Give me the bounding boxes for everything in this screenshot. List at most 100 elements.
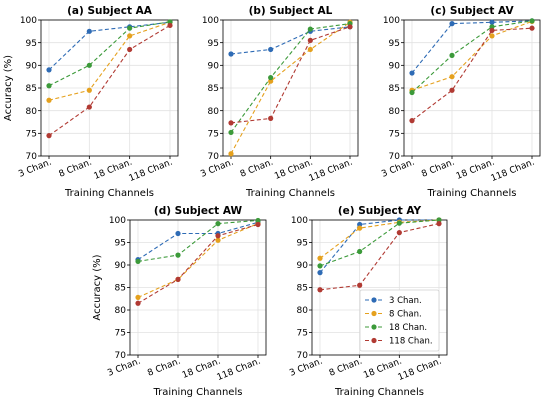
data-point [46,83,52,89]
y-tick-label: 70 [115,351,127,361]
data-point [357,225,363,231]
data-point [46,67,52,73]
x-tick-label: 118 Chan. [397,357,443,384]
y-tick-label: 75 [26,130,37,140]
series-line [411,20,533,93]
series-line [230,21,351,154]
series-line [48,21,171,101]
x-axis-label: Training Channels [427,188,517,199]
x-tick-label: 8 Chan. [328,357,364,379]
series-line [230,23,351,133]
y-tick-label: 95 [389,39,400,49]
x-tick-label: 8 Chan. [420,158,456,180]
legend-label: 118 Chan. [389,337,433,347]
data-point [489,27,495,34]
legend: 3 Chan. 8 Chan. 18 Chan. 118 Chan. [359,289,440,352]
data-point [489,19,495,25]
data-point [215,221,221,227]
series-line [319,223,440,291]
data-point [357,282,363,288]
data-point [449,87,455,93]
x-axis-label: Training Channels [153,387,243,398]
data-point [409,89,415,96]
y-tick-label: 70 [297,351,309,361]
data-point [268,46,274,53]
x-tick-label: 8 Chan. [58,158,94,180]
data-point [409,118,415,124]
data-point [449,74,455,80]
data-point [317,263,323,269]
x-tick-label: 8 Chan. [146,357,182,379]
y-tick-label: 90 [389,62,401,72]
data-point [396,220,402,226]
data-point [489,24,495,30]
series-line [48,21,171,71]
data-point [127,25,133,31]
data-point [317,270,323,276]
legend-marker [371,310,377,317]
legend-label: 8 Chan. [389,310,422,320]
data-point [228,129,234,136]
data-point [449,21,455,27]
series-line [48,21,171,87]
data-point [436,221,442,227]
data-point [529,25,535,31]
data-point [357,248,363,255]
data-point [307,46,313,53]
data-point [86,104,92,110]
x-tick-label: 118 Chan. [128,158,174,185]
y-tick-label: 100 [109,216,126,226]
y-tick-label: 100 [20,16,37,26]
data-point [215,233,221,239]
y-tick-label: 90 [208,62,220,72]
panel-title: (a) Subject AA [67,5,153,17]
data-point [167,22,173,29]
data-point [449,52,455,58]
data-point [228,120,234,126]
legend-box [359,289,440,352]
x-tick-label: 18 Chan. [93,158,134,182]
legend-marker [371,297,377,303]
y-tick-label: 75 [208,130,219,140]
y-tick-label: 75 [297,329,308,339]
data-point [317,287,323,293]
series-line [411,20,533,91]
y-tick-label: 85 [297,284,308,294]
y-tick-label: 70 [389,152,401,162]
x-axis-label: Training Channels [64,188,154,199]
y-tick-label: 75 [115,329,126,339]
data-point [127,46,133,53]
data-point [307,37,313,44]
data-point [529,18,535,24]
series-line [137,223,259,304]
y-axis-label: Accuracy (%) [92,254,103,320]
x-axis-label: Training Channels [334,387,424,398]
x-tick-label: 18 Chan. [181,357,222,381]
data-point [396,230,402,236]
data-point [436,217,442,223]
x-tick-label: 18 Chan. [455,158,496,182]
y-tick-label: 75 [389,130,400,140]
series-line [230,26,351,55]
y-tick-label: 80 [389,107,401,117]
data-point [268,115,274,121]
series-line [319,219,440,267]
y-tick-label: 80 [115,306,127,316]
data-point [86,87,92,93]
data-point [86,28,92,34]
data-point [167,19,173,25]
data-point [347,24,353,30]
y-tick-label: 95 [297,239,308,249]
y-tick-label: 95 [26,39,37,49]
series-line [137,219,259,262]
y-tick-label: 80 [297,306,309,316]
data-point [135,300,141,306]
x-tick-label: 118 Chan. [308,158,354,185]
legend-marker [371,337,377,344]
y-tick-label: 80 [208,107,220,117]
y-tick-label: 80 [26,107,38,117]
